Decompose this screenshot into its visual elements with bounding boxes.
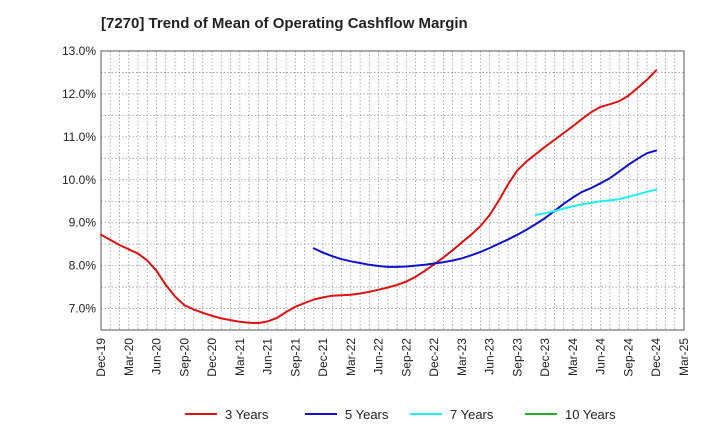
x-tick-label: Sep-24	[621, 338, 635, 377]
x-tick-label: Dec-19	[94, 338, 108, 377]
x-tick-label: Dec-21	[316, 338, 330, 377]
legend-label: 7 Years	[450, 407, 494, 422]
series-line-5-years	[312, 149, 658, 268]
x-tick-label: Mar-22	[344, 338, 358, 376]
x-tick-label: Mar-23	[455, 338, 469, 376]
x-tick-label: Sep-20	[177, 338, 191, 377]
x-tick-label: Dec-22	[427, 338, 441, 377]
x-tick-label: Sep-21	[288, 338, 302, 377]
x-tick-label: Jun-20	[150, 338, 164, 375]
series-line-3-years	[100, 69, 658, 325]
y-tick-label: 9.0%	[69, 216, 97, 230]
x-tick-label: Mar-25	[677, 338, 691, 376]
x-tick-label: Jun-23	[483, 338, 497, 375]
series-layer	[100, 69, 658, 325]
x-tick-label: Dec-23	[538, 338, 552, 377]
legend-label: 5 Years	[345, 407, 389, 422]
series-line-7-years	[534, 188, 658, 216]
y-tick-label: 10.0%	[62, 173, 96, 187]
y-tick-label: 13.0%	[62, 44, 96, 58]
x-tick-label: Sep-22	[399, 338, 413, 377]
y-tick-label: 11.0%	[63, 130, 96, 144]
legend: 3 Years 5 Years 7 Years 10 Years	[185, 407, 616, 422]
legend-label: 3 Years	[225, 407, 269, 422]
y-tick-label: 12.0%	[62, 87, 96, 101]
legend-label: 10 Years	[565, 407, 616, 422]
chart-title: [7270] Trend of Mean of Operating Cashfl…	[101, 15, 468, 32]
x-tick-label: Jun-24	[594, 338, 608, 375]
grid	[101, 51, 684, 330]
x-tick-label: Mar-21	[233, 338, 247, 376]
x-tick-label: Mar-20	[122, 338, 136, 376]
plot-frame	[100, 50, 685, 331]
y-tick-label: 8.0%	[69, 259, 97, 273]
x-tick-label: Mar-24	[566, 338, 580, 376]
axis-labels: 7.0% 8.0% 9.0% 10.0% 11.0% 12.0% 13.0% Dec-19 Ma…	[62, 44, 691, 377]
x-tick-label: Jun-22	[372, 338, 386, 375]
x-tick-label: Dec-24	[649, 338, 663, 377]
y-tick-label: 7.0%	[69, 302, 97, 316]
x-tick-label: Sep-23	[510, 338, 524, 377]
x-tick-label: Dec-20	[205, 338, 219, 377]
x-tick-label: Jun-21	[261, 338, 275, 375]
